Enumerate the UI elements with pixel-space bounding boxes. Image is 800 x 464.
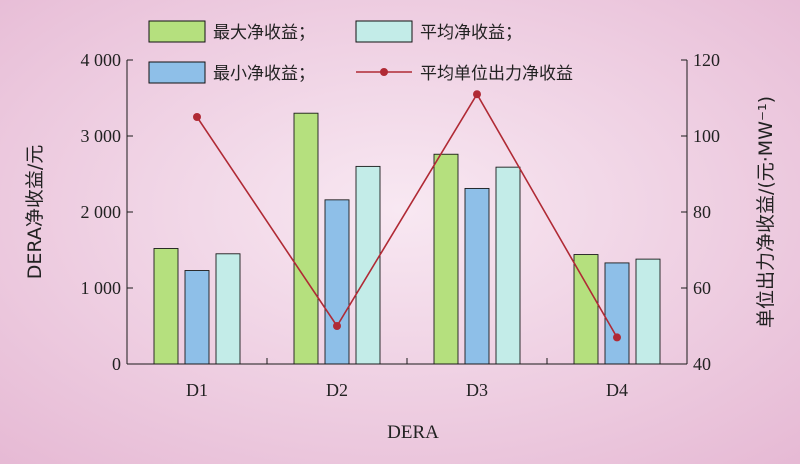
legend-label-min: 最小净收益； <box>213 64 315 84</box>
axes-layer: 0 1 000 2 000 3 000 4 000 40 60 80 100 120 D1 D2 D3 D… <box>81 50 721 400</box>
bar-avg-d3 <box>495 166 521 365</box>
legend-label-avg: 平均净收益； <box>420 23 522 43</box>
line-point-d1 <box>193 113 201 121</box>
bar-min-d3 <box>464 187 490 365</box>
bar-avg-d4 <box>635 258 661 365</box>
line-layer <box>193 90 621 342</box>
x-tick-label-d3: D3 <box>466 380 488 400</box>
y-tick-label-right: 100 <box>693 126 720 146</box>
legend-label-max: 最大净收益； <box>213 23 315 43</box>
legend-swatch-min <box>148 61 206 84</box>
bar-avg-d1 <box>215 253 241 365</box>
line-point-d3 <box>473 90 481 99</box>
legend: 最大净收益； 平均净收益； 最小净收益； 平均单位出力净收益 <box>148 20 573 84</box>
line-point-d2 <box>333 322 341 330</box>
legend-marker-unit <box>380 68 388 76</box>
x-tick-label-d4: D4 <box>606 380 628 400</box>
line-unit-net-benefit <box>196 92 618 338</box>
y-tick-label-left: 0 <box>112 354 121 374</box>
bar-min-d2 <box>324 199 350 365</box>
y-tick-label-right: 40 <box>693 354 711 374</box>
y-tick-label-left: 3 000 <box>81 126 122 146</box>
bars-layer <box>153 112 661 365</box>
x-tick-label-d1: D1 <box>186 380 208 400</box>
y-axis-title-left: DERA净收益/元 <box>24 145 46 279</box>
y-tick-label-right: 120 <box>693 50 720 70</box>
bar-max-d3 <box>433 153 459 365</box>
legend-swatch-max <box>148 20 206 43</box>
y-axis-title-right: 单位出力净收益/(元·MW⁻¹) <box>755 96 777 328</box>
bar-max-d2 <box>293 112 319 365</box>
y-tick-label-left: 4 000 <box>81 50 122 70</box>
bar-max-d1 <box>153 248 179 365</box>
bar-min-d4 <box>604 262 630 365</box>
y-tick-label-left: 2 000 <box>81 202 122 222</box>
x-axis-title: DERA <box>387 422 439 443</box>
y-tick-label-right: 80 <box>693 202 711 222</box>
bar-min-d1 <box>184 270 210 365</box>
legend-swatch-avg <box>355 20 413 43</box>
bar-max-d4 <box>573 254 599 365</box>
y-tick-label-left: 1 000 <box>81 278 122 298</box>
bar-avg-d2 <box>355 165 381 365</box>
line-point-d4 <box>613 333 621 342</box>
x-tick-label-d2: D2 <box>326 380 348 400</box>
legend-label-unit: 平均单位出力净收益 <box>420 64 573 84</box>
y-tick-label-right: 60 <box>693 278 711 298</box>
